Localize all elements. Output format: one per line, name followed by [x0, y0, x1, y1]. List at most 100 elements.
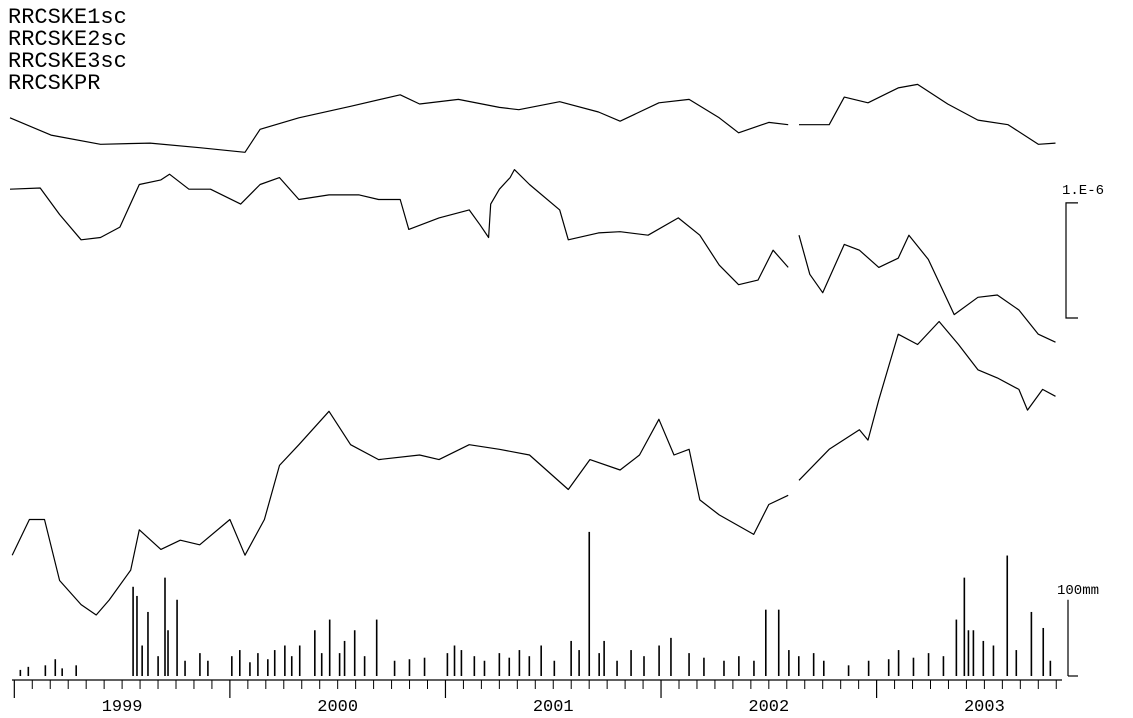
- precip-bar: [616, 660, 618, 676]
- legend-entry: RRCSKE2sc: [8, 27, 127, 52]
- precip-bar: [249, 662, 251, 676]
- precip-bar: [598, 653, 600, 676]
- precip-bar: [498, 653, 501, 676]
- precip-bar: [967, 630, 970, 676]
- precip-bar: [992, 645, 995, 676]
- precip-bar: [788, 650, 790, 676]
- precip-bar: [670, 637, 672, 676]
- precip-bar: [643, 656, 645, 676]
- precip-bar: [753, 660, 755, 676]
- precip-bar: [765, 609, 767, 676]
- precip-bar: [19, 669, 22, 676]
- precip-bar: [822, 660, 825, 676]
- x-tick-label: 2003: [964, 698, 1005, 717]
- precip-bar: [375, 619, 378, 676]
- x-tick-label: 1999: [102, 698, 143, 717]
- precip-bar: [1030, 611, 1033, 676]
- precip-bar: [320, 653, 323, 676]
- precip-bar: [408, 659, 411, 676]
- precip-bar: [141, 645, 143, 676]
- precip-bar: [75, 665, 77, 676]
- precip-bar: [473, 656, 476, 676]
- precip-bar: [273, 650, 276, 676]
- precip-bar: [528, 656, 531, 676]
- precip-bar: [658, 645, 660, 676]
- precip-bar: [540, 645, 542, 676]
- precip-bar: [199, 653, 201, 676]
- precip-bar: [942, 656, 945, 676]
- precip-bar: [570, 640, 572, 676]
- precip-bar: [847, 665, 850, 676]
- precip-bar: [578, 650, 580, 676]
- precip-bar: [972, 630, 975, 676]
- precip-bar: [453, 645, 456, 676]
- precip-bar: [207, 660, 209, 676]
- precip-bar: [176, 599, 178, 676]
- precip-bar: [363, 656, 366, 676]
- strain-line: [11, 320, 1056, 616]
- precip-bar: [588, 531, 591, 676]
- precip-bar: [483, 660, 486, 676]
- precip-bar: [927, 653, 930, 676]
- precip-bar: [338, 653, 341, 676]
- precip-bar: [553, 660, 556, 676]
- precip-bar: [167, 630, 169, 676]
- precip-bar: [164, 577, 166, 676]
- precip-bar: [603, 640, 605, 676]
- precip-bar: [812, 653, 815, 676]
- precip-bar: [353, 630, 356, 676]
- precip-bar: [132, 586, 134, 676]
- precip-bar: [343, 640, 346, 676]
- precip-bar: [284, 645, 286, 676]
- precip-bar: [982, 640, 985, 676]
- precip-bar: [703, 657, 705, 676]
- precip-bar: [446, 653, 449, 676]
- precip-bar: [239, 650, 241, 676]
- legend-entry: RRCSKPR: [8, 71, 100, 96]
- precip-bar: [955, 619, 958, 676]
- precip-bar: [157, 656, 159, 676]
- precip-bar: [54, 659, 57, 676]
- precip-bar: [27, 666, 30, 676]
- precip-bar: [738, 656, 740, 676]
- precip-bar: [460, 650, 463, 676]
- precip-bar: [688, 653, 690, 676]
- precip-bar: [44, 665, 47, 676]
- strain-line: [9, 169, 1056, 343]
- precip-bar: [231, 656, 233, 676]
- x-tick-label: 2000: [317, 698, 358, 717]
- precip-bar: [61, 668, 63, 676]
- precip-bar: [777, 609, 780, 676]
- precip-bar: [897, 650, 900, 676]
- precip-bar: [423, 657, 426, 676]
- precip-bar: [393, 660, 396, 676]
- precip-bar: [147, 611, 149, 676]
- strain-line: [9, 83, 1056, 153]
- precip-bar: [298, 645, 301, 676]
- precip-bar: [518, 650, 521, 676]
- legend-entry: RRCSKE3sc: [8, 49, 127, 74]
- precip-bar: [328, 619, 331, 676]
- precip-bar: [1049, 660, 1052, 676]
- precip-bar: [867, 660, 870, 676]
- precip-bar: [508, 657, 511, 676]
- precip-bar: [290, 656, 293, 676]
- x-tick-label: 2001: [533, 698, 574, 717]
- x-tick-label: 2002: [748, 698, 789, 717]
- legend-entry: RRCSKE1sc: [8, 5, 127, 30]
- scale-bar: [1065, 202, 1078, 319]
- precip-bar: [797, 656, 800, 676]
- scale-bar-label: 1.E-6: [1062, 183, 1104, 199]
- precip-bar: [184, 660, 186, 676]
- scale-bar-label: 100mm: [1057, 583, 1099, 599]
- precip-bar: [887, 659, 890, 676]
- precip-bar: [723, 660, 725, 676]
- precip-bar: [257, 653, 259, 676]
- precip-bar: [912, 657, 915, 676]
- precip-bar: [630, 650, 632, 676]
- precip-bar: [314, 630, 316, 676]
- precip-bar: [1042, 627, 1045, 676]
- precip-bar: [1006, 555, 1009, 676]
